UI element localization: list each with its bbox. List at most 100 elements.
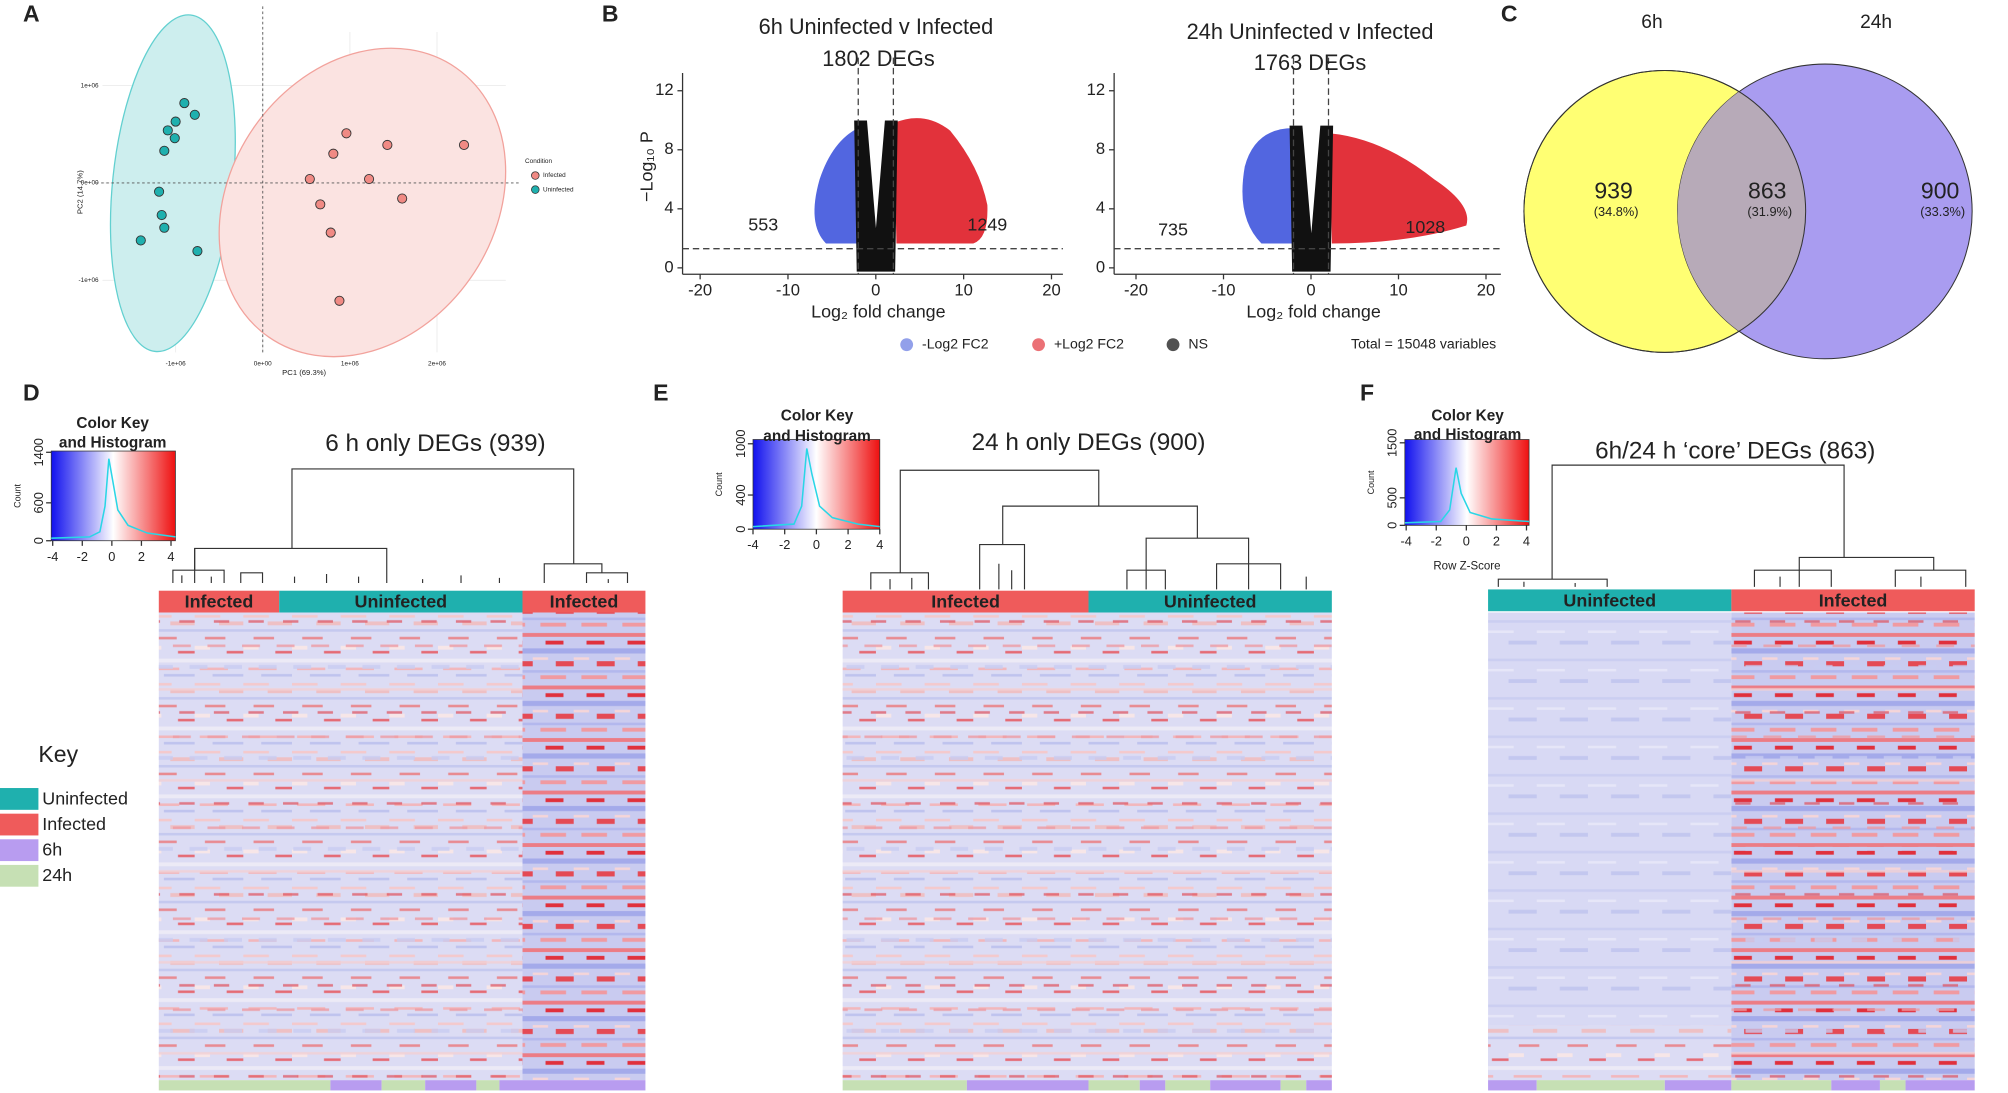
x-tick-label: 1e+06	[341, 361, 359, 368]
x-tick-label: 0	[1306, 280, 1315, 299]
key-x-tick-label: 4	[1523, 533, 1530, 548]
chart-subtitle: 1763 DEGs	[1254, 50, 1367, 75]
legend-label: +Log2 FC2	[1054, 335, 1124, 351]
dendrogram	[870, 469, 1307, 590]
x-tick-label: 2e+06	[428, 361, 446, 368]
column-group-bar	[522, 590, 646, 613]
chart-title: 6 h only DEGs (939)	[325, 430, 545, 457]
color-key-title: Color Key	[781, 408, 854, 425]
point	[328, 148, 339, 159]
y-tick-label: 4	[1096, 198, 1105, 217]
key-swatch	[0, 864, 39, 887]
key-y-tick-label: 1000	[733, 430, 748, 458]
color-key-title: and Histogram	[763, 428, 870, 445]
column-group-bar	[1088, 590, 1332, 613]
key-x-tick-label: 0	[1463, 533, 1470, 548]
key-title: Key	[38, 741, 78, 767]
column-group-label: Uninfected	[1164, 592, 1257, 612]
key-y-tick-label: 400	[733, 484, 748, 505]
x-tick-label: -20	[688, 280, 712, 299]
y-tick-label: -1e+06	[79, 277, 100, 284]
column-group-bar	[279, 590, 523, 613]
x-tick-label: 0e+00	[254, 361, 272, 368]
heatmap-body	[1488, 1025, 1732, 1081]
panel-letter: E	[653, 380, 668, 406]
key-x-tick-label: -2	[779, 537, 790, 552]
column-group-bar	[1731, 589, 1975, 612]
column-group-label: Infected	[550, 592, 619, 612]
point	[156, 210, 167, 221]
x-tick-label: 0	[871, 280, 880, 299]
key-x-tick-label: 2	[138, 549, 145, 564]
dendrogram	[1497, 464, 1967, 587]
legend-label: Infected	[543, 172, 566, 179]
color-key	[50, 450, 176, 542]
heatmap-body	[522, 612, 646, 1081]
key-swatch	[0, 839, 39, 862]
point	[135, 235, 146, 246]
point	[325, 227, 336, 238]
point	[169, 133, 180, 144]
point	[334, 295, 345, 306]
key-swatch	[0, 813, 39, 836]
x-tick-label: -10	[1211, 280, 1235, 299]
column-group-label: Uninfected	[1563, 590, 1656, 610]
column-group-label: Infected	[1819, 590, 1888, 610]
region-count: 863	[1748, 177, 1786, 203]
point	[304, 173, 315, 185]
key-x-label: Row Z-Score	[1433, 560, 1500, 572]
chart-title: 24 h only DEGs (900)	[972, 429, 1206, 456]
heatmap-body	[158, 612, 523, 1081]
x-tick-label: -1e+06	[166, 361, 187, 368]
key-y-tick-label: 1500	[1385, 429, 1400, 457]
volcano-cloud-ns	[1289, 125, 1334, 272]
legend-title: Condition	[525, 158, 552, 165]
y-tick-label: 12	[1087, 80, 1106, 99]
region-count: 900	[1921, 177, 1959, 203]
volcano-cloud-down	[814, 128, 861, 244]
color-key	[1404, 439, 1530, 526]
key-label: 24h	[42, 865, 72, 885]
legend-label: -Log2 FC2	[922, 335, 989, 351]
heatmap-body	[842, 612, 1332, 1081]
key-y-tick-label: 600	[31, 492, 46, 513]
point	[315, 199, 326, 210]
x-axis-label: Log₂ fold change	[1246, 301, 1381, 321]
point	[159, 222, 170, 233]
y-tick-label: 0	[664, 257, 673, 276]
chart-title: 6h Uninfected v Infected	[759, 14, 994, 39]
key-y-tick-label: 1400	[31, 438, 46, 466]
point	[162, 125, 173, 136]
set-label: 6h	[1641, 12, 1662, 33]
y-axis-label: −Log₁₀ P	[637, 131, 657, 202]
column-group-bar	[1488, 589, 1732, 612]
column-group-bar	[158, 590, 280, 613]
volcano-cloud-up	[1329, 133, 1468, 244]
key-x-tick-label: -2	[77, 549, 88, 564]
legend-marker	[531, 185, 540, 194]
heatmap-body	[1731, 612, 1975, 1081]
count-label: 735	[1158, 219, 1188, 239]
legend-note: Total = 15048 variables	[1351, 335, 1496, 351]
color-key-title: and Histogram	[1414, 427, 1521, 444]
key-label: 6h	[42, 840, 62, 860]
venn-outline	[1523, 69, 1807, 353]
legend-marker	[1032, 338, 1045, 352]
point	[458, 139, 470, 151]
key-x-tick-label: -4	[47, 549, 58, 564]
key-x-tick-label: 0	[108, 549, 115, 564]
key-x-tick-label: 2	[1493, 533, 1500, 548]
point	[363, 173, 375, 185]
set-label: 24h	[1860, 12, 1892, 33]
y-tick-label: 0e+00	[81, 180, 99, 187]
y-tick-label: 1e+06	[81, 82, 99, 89]
x-tick-label: -20	[1124, 280, 1148, 299]
ellipse-infected	[218, 47, 507, 358]
y-tick-label: 8	[1096, 139, 1105, 158]
x-axis-label: PC1 (69.3%)	[282, 368, 326, 377]
x-axis-label: Log₂ fold change	[811, 301, 946, 321]
point	[397, 193, 408, 204]
chart-title: 24h Uninfected v Infected	[1187, 19, 1434, 44]
region-count: 939	[1594, 177, 1632, 203]
